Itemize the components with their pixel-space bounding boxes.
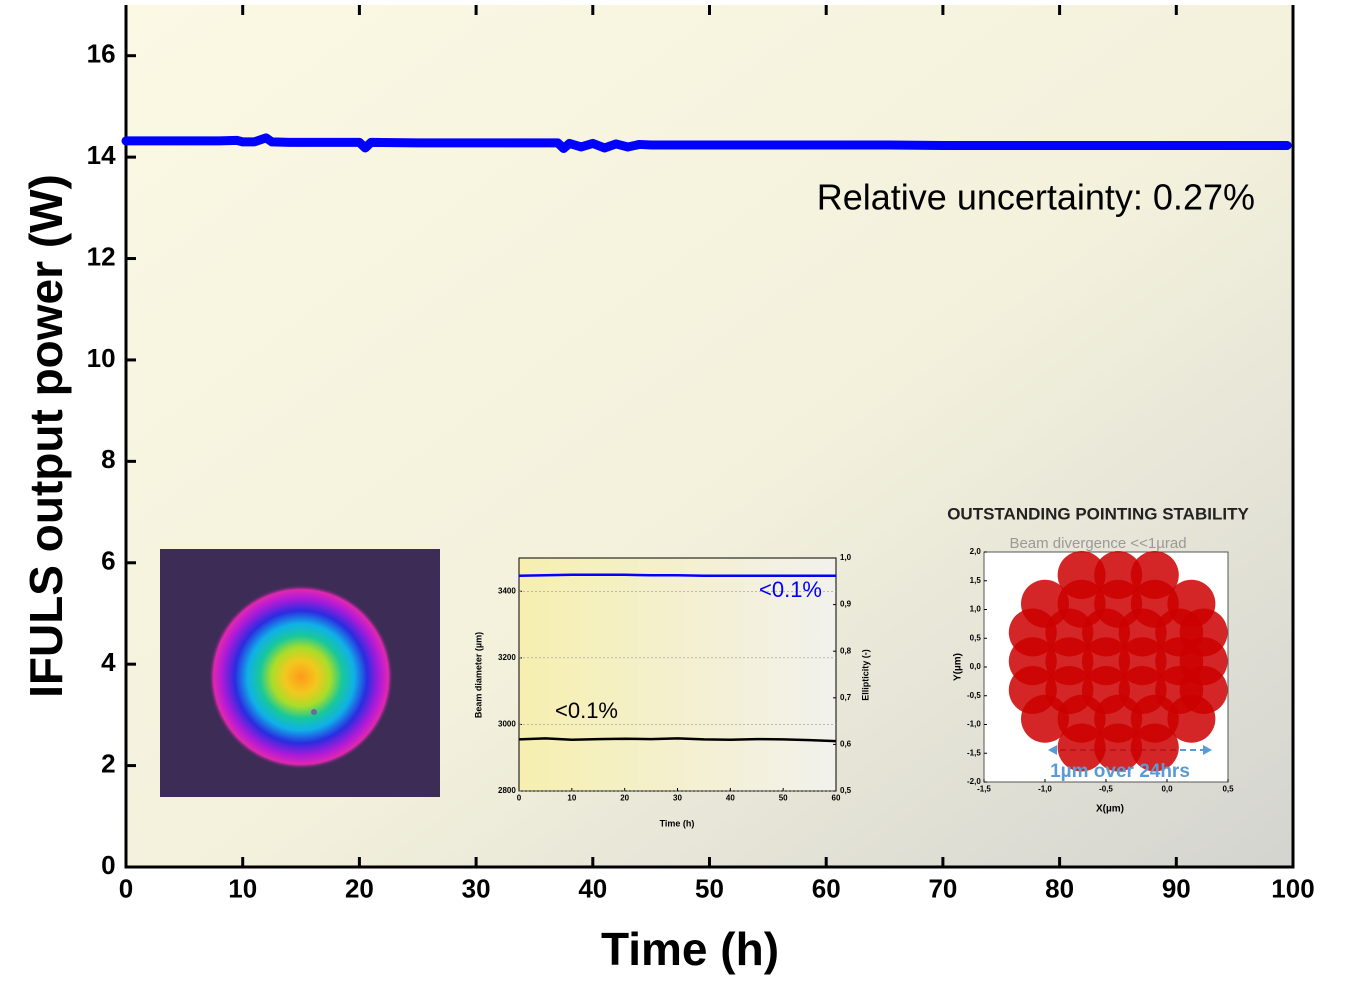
x-tick-label: 0 <box>119 873 133 903</box>
x-tick-label: 30 <box>673 793 682 802</box>
y-axis-title: IFULS output power (W) <box>20 174 72 698</box>
y-tick-label: 2,0 <box>970 547 982 556</box>
y-tick-label: 1,5 <box>970 576 982 585</box>
annotation: <0.1% <box>759 577 822 602</box>
y-axis-title: Y(µm) <box>953 653 964 681</box>
x-tick-label: 50 <box>695 873 724 903</box>
x-axis-title: Time (h) <box>601 923 779 975</box>
annotation: 1µm over 24hrs <box>1050 761 1190 782</box>
y-tick-label: 3200 <box>498 653 516 662</box>
x-tick-label: 40 <box>578 873 607 903</box>
beam-image <box>160 549 440 797</box>
x-tick-label: 10 <box>567 793 576 802</box>
y-tick-label: 0 <box>101 850 115 880</box>
beam-profile <box>209 585 393 769</box>
x-tick-label: 90 <box>1162 873 1191 903</box>
y2-tick-label: 1,0 <box>840 553 852 562</box>
x-tick-label: 80 <box>1045 873 1074 903</box>
y2-tick-label: 0,9 <box>840 600 852 609</box>
x-tick-label: 0,5 <box>1222 784 1234 793</box>
x-tick-label: 20 <box>345 873 374 903</box>
data-line <box>519 575 836 576</box>
x-axis-title: X(µm) <box>1096 804 1124 815</box>
inset-title: OUTSTANDING POINTING STABILITY <box>947 504 1249 523</box>
x-tick-label: 40 <box>726 793 735 802</box>
x-tick-label: -0,5 <box>1099 784 1113 793</box>
y-tick-label: 16 <box>87 39 116 69</box>
y-tick-label: 2800 <box>498 786 516 795</box>
y2-tick-label: 0,8 <box>840 646 852 655</box>
annotation: Relative uncertainty: 0.27% <box>817 177 1255 218</box>
y-tick-label: 0,5 <box>970 633 982 642</box>
x-tick-label: -1,0 <box>1038 784 1052 793</box>
annotation: <0.1% <box>555 698 618 723</box>
y-tick-label: -2,0 <box>967 777 981 786</box>
y-tick-label: 1,0 <box>970 605 982 614</box>
x-tick-label: 0 <box>517 793 522 802</box>
chart: 01020304050607080901000246810121416Relat… <box>0 0 1350 985</box>
y-axis-title: Beam diameter (µm) <box>473 632 483 718</box>
x-tick-label: 70 <box>928 873 957 903</box>
x-tick-label: 30 <box>462 873 491 903</box>
beam-spot <box>311 709 317 715</box>
y-tick-label: 4 <box>101 647 116 677</box>
x-tick-label: 60 <box>812 873 841 903</box>
y-tick-label: -0,5 <box>967 691 981 700</box>
y2-tick-label: 0,5 <box>840 786 852 795</box>
y2-tick-label: 0,6 <box>840 740 852 749</box>
y-tick-label: 2 <box>101 748 115 778</box>
x-tick-label: 20 <box>620 793 629 802</box>
y-tick-label: 12 <box>87 241 116 271</box>
y2-tick-label: 0,7 <box>840 693 852 702</box>
y-tick-label: 6 <box>101 546 115 576</box>
y-tick-label: -1,0 <box>967 720 981 729</box>
x-tick-label: 100 <box>1271 873 1314 903</box>
y-tick-label: 0,0 <box>970 662 982 671</box>
x-axis-title: Time (h) <box>660 818 695 828</box>
y-tick-label: -1,5 <box>967 748 981 757</box>
y-tick-label: 3400 <box>498 586 516 595</box>
x-tick-label: 0,0 <box>1161 784 1173 793</box>
y-tick-label: 10 <box>87 343 116 373</box>
y-tick-label: 14 <box>87 140 116 170</box>
y-tick-label: 3000 <box>498 720 516 729</box>
x-tick-label: 50 <box>779 793 788 802</box>
y-tick-label: 8 <box>101 444 115 474</box>
inset-subtitle: Beam divergence <<1µrad <box>1009 535 1186 552</box>
x-tick-label: 10 <box>228 873 257 903</box>
y2-axis-title: Ellipticity (-) <box>860 649 870 701</box>
